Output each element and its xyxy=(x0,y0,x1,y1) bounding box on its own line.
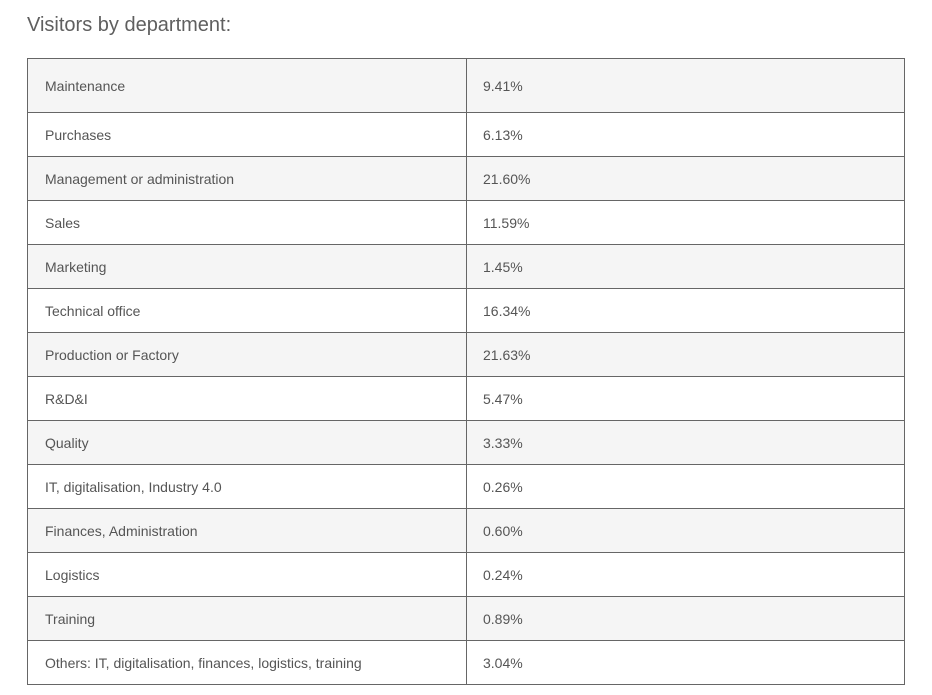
percentage-cell: 0.24% xyxy=(466,552,905,597)
section-heading: Visitors by department: xyxy=(27,14,232,36)
percentage-cell: 0.60% xyxy=(466,508,905,553)
department-cell: Management or administration xyxy=(27,156,467,201)
percentage-cell: 3.04% xyxy=(466,640,905,685)
table-row: Technical office 16.34% xyxy=(27,288,905,333)
percentage-cell: 0.89% xyxy=(466,596,905,641)
department-cell: R&D&I xyxy=(27,376,467,421)
table-row: Logistics 0.24% xyxy=(27,552,905,597)
percentage-cell: 1.45% xyxy=(466,244,905,289)
percentage-cell: 5.47% xyxy=(466,376,905,421)
percentage-cell: 16.34% xyxy=(466,288,905,333)
table-row: Others: IT, digitalisation, finances, lo… xyxy=(27,640,905,685)
table-row: Production or Factory 21.63% xyxy=(27,332,905,377)
table-row: Management or administration 21.60% xyxy=(27,156,905,201)
department-cell: Sales xyxy=(27,200,467,245)
table-row: Maintenance 9.41% xyxy=(27,58,905,113)
department-cell: IT, digitalisation, Industry 4.0 xyxy=(27,464,467,509)
percentage-cell: 21.63% xyxy=(466,332,905,377)
table-body: Maintenance 9.41% Purchases 6.13% Management… xyxy=(27,58,905,685)
department-cell: Purchases xyxy=(27,112,467,157)
percentage-cell: 3.33% xyxy=(466,420,905,465)
percentage-cell: 9.41% xyxy=(466,58,905,113)
department-cell: Others: IT, digitalisation, finances, lo… xyxy=(27,640,467,685)
department-cell: Technical office xyxy=(27,288,467,333)
department-cell: Logistics xyxy=(27,552,467,597)
table-row: Finances, Administration 0.60% xyxy=(27,508,905,553)
table-row: Purchases 6.13% xyxy=(27,112,905,157)
visitors-by-department-table: Maintenance 9.41% Purchases 6.13% Management… xyxy=(27,58,905,685)
percentage-cell: 11.59% xyxy=(466,200,905,245)
table-row: Marketing 1.45% xyxy=(27,244,905,289)
percentage-cell: 6.13% xyxy=(466,112,905,157)
department-cell: Production or Factory xyxy=(27,332,467,377)
percentage-cell: 21.60% xyxy=(466,156,905,201)
table-row: Quality 3.33% xyxy=(27,420,905,465)
department-cell: Quality xyxy=(27,420,467,465)
department-cell: Training xyxy=(27,596,467,641)
department-cell: Finances, Administration xyxy=(27,508,467,553)
table-row: R&D&I 5.47% xyxy=(27,376,905,421)
table-row: IT, digitalisation, Industry 4.0 0.26% xyxy=(27,464,905,509)
table-row: Sales 11.59% xyxy=(27,200,905,245)
department-cell: Maintenance xyxy=(27,58,467,113)
department-cell: Marketing xyxy=(27,244,467,289)
table-row: Training 0.89% xyxy=(27,596,905,641)
percentage-cell: 0.26% xyxy=(466,464,905,509)
